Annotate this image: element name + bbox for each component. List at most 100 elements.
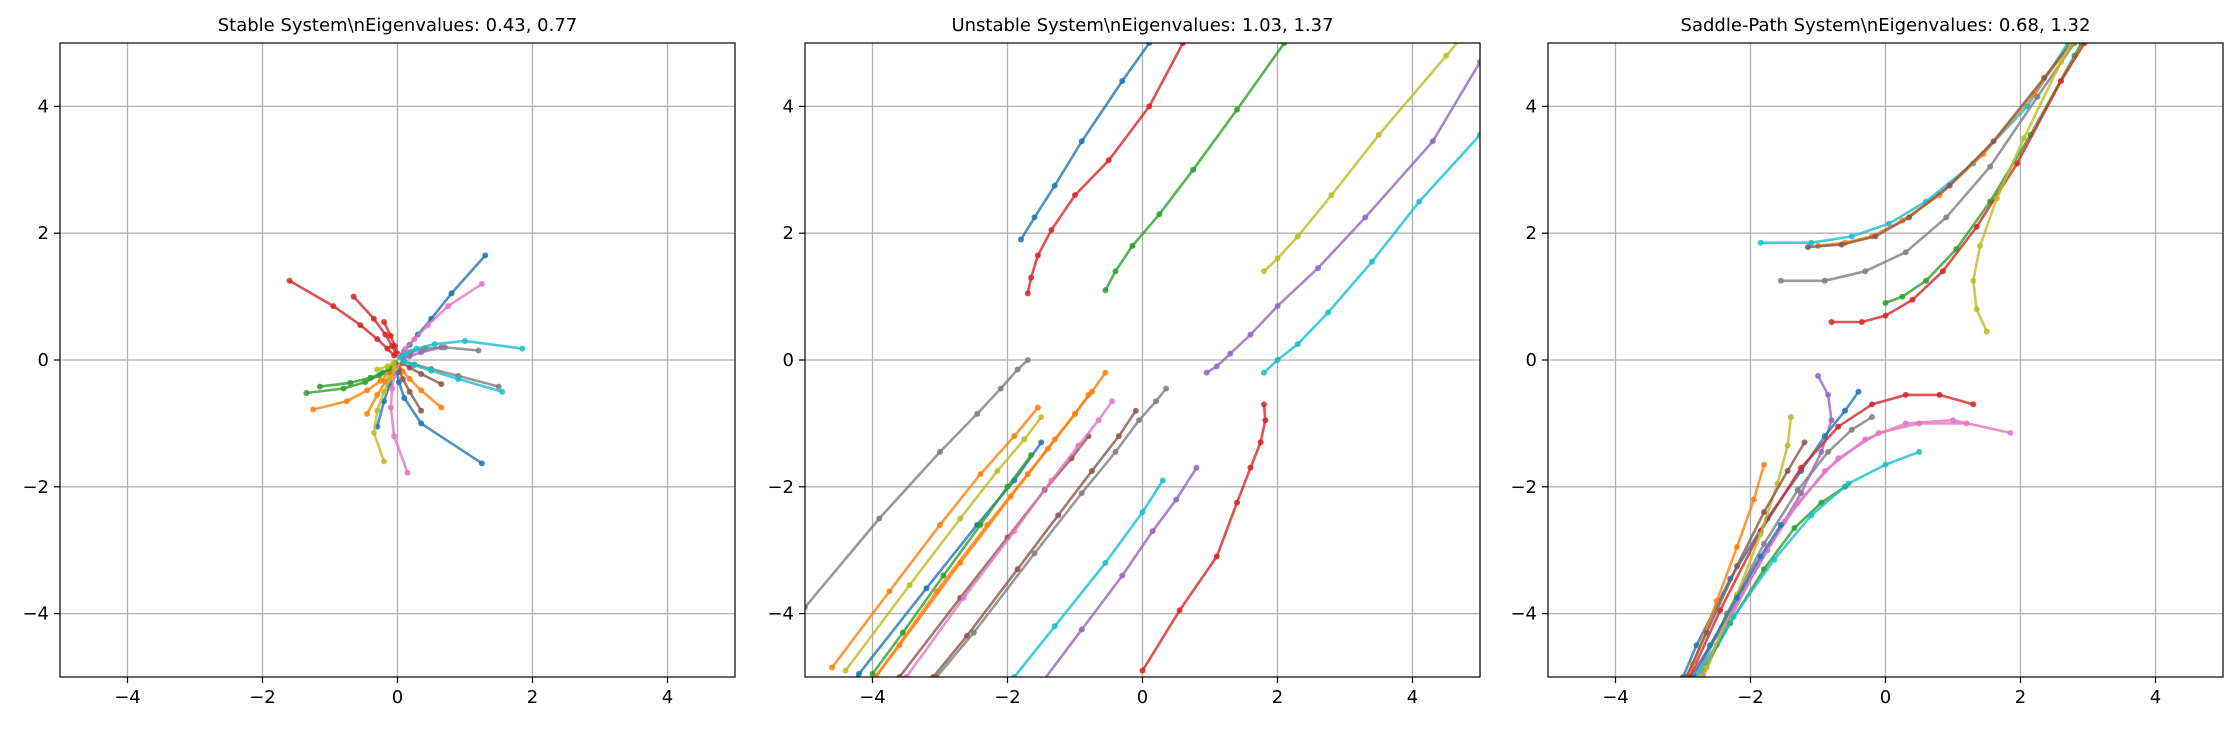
tick-marks — [799, 105, 1414, 683]
trajectory-point — [1713, 597, 1720, 604]
trajectory-point — [376, 372, 383, 379]
trajectory-point — [2007, 429, 2014, 436]
trajectory-line — [871, 454, 1033, 675]
trajectory-line — [1760, 43, 2069, 244]
trajectory-point — [1021, 436, 1028, 443]
trajectory-point — [438, 381, 445, 388]
trajectory-point — [381, 318, 387, 325]
y-tick-label: 0 — [783, 350, 794, 371]
trajectory-point — [856, 670, 862, 677]
trajectory-point — [1055, 512, 1062, 519]
trajectory-point — [1804, 244, 1811, 251]
trajectory-point — [1970, 401, 1977, 408]
trajectory-point — [1993, 195, 2000, 202]
trajectory-point — [957, 515, 964, 522]
trajectory-point — [923, 585, 930, 592]
trajectory-point — [2020, 135, 2027, 142]
trajectory-point — [286, 277, 293, 284]
trajectory-point — [1234, 499, 1240, 506]
trajectory-point — [381, 388, 387, 395]
trajectory-point — [1261, 369, 1267, 376]
trajectory-point — [937, 521, 943, 528]
trajectory-point — [1973, 223, 1980, 230]
trajectory-point — [428, 367, 435, 374]
y-tick-label: 0 — [1526, 350, 1537, 371]
trajectory-point — [1136, 417, 1143, 424]
trajectory-point — [418, 387, 425, 394]
trajectory-point — [1690, 674, 1697, 677]
trajectory-point — [1943, 214, 1950, 221]
trajectory-point — [1825, 448, 1832, 455]
trajectory-point — [384, 363, 391, 370]
trajectory-point — [1825, 391, 1832, 398]
trajectory-point — [1159, 477, 1166, 484]
trajectory-point — [872, 674, 879, 677]
trajectory-point — [1848, 426, 1855, 433]
trajectory-line — [402, 346, 442, 360]
x-tick-label: 2 — [527, 687, 538, 708]
trajectory-point — [1734, 594, 1740, 601]
y-tick-label: 2 — [783, 223, 794, 244]
trajectory-point — [1777, 277, 1784, 284]
y-tick-label: 2 — [1526, 223, 1537, 244]
trajectory-point — [347, 379, 354, 386]
trajectory-point — [977, 471, 984, 478]
trajectory-point — [1105, 157, 1112, 164]
trajectory-point — [402, 345, 409, 352]
trajectory-point — [1757, 239, 1764, 246]
trajectory-point — [1011, 433, 1018, 440]
trajectory-point — [1048, 477, 1055, 484]
trajectory-point — [1906, 214, 1913, 221]
trajectory-point — [1294, 341, 1301, 348]
trajectory-point — [1146, 103, 1153, 110]
trajectory-point — [387, 374, 394, 381]
trajectory-point — [1102, 559, 1109, 566]
chart-title: Saddle-Path System\nEigenvalues: 0.68, 1… — [1681, 15, 2091, 36]
trajectory-point — [1808, 239, 1815, 246]
trajectory-point — [1362, 214, 1369, 221]
trajectory-point — [377, 377, 384, 384]
trajectory-point — [1794, 486, 1801, 493]
trajectory-point — [1247, 331, 1254, 338]
trajectory-point — [1848, 233, 1855, 240]
trajectory-point — [1075, 442, 1082, 449]
trajectory-point — [1821, 277, 1828, 284]
trajectories — [805, 43, 1480, 677]
trajectory-point — [1078, 138, 1085, 145]
trajectory-point — [1855, 388, 1862, 395]
y-tick-label: −4 — [1510, 604, 1537, 625]
y-tick-label: 4 — [783, 96, 794, 117]
trajectory-point — [1842, 407, 1848, 414]
trajectory-point — [997, 385, 1004, 392]
trajectory-point — [1213, 363, 1220, 370]
trajectory-point — [374, 407, 381, 414]
trajectory-point — [406, 376, 413, 383]
trajectory-point — [940, 572, 947, 579]
trajectory-point — [1707, 642, 1713, 649]
x-tick-label: −4 — [114, 687, 141, 708]
trajectory-point — [1416, 198, 1423, 205]
trajectory-point — [1088, 467, 1095, 474]
trajectory-point — [1031, 214, 1038, 221]
x-tick-label: −2 — [1737, 687, 1764, 708]
trajectory-point — [1180, 43, 1186, 46]
trajectory-point — [1112, 268, 1119, 275]
trajectory-point — [1875, 429, 1882, 436]
trajectory-point — [401, 395, 408, 402]
trajectory-point — [2058, 59, 2064, 66]
y-tick-label: −2 — [1510, 477, 1537, 498]
trajectory-point — [1315, 265, 1321, 272]
trajectory-point — [1024, 357, 1031, 363]
trajectory-point — [1119, 78, 1126, 85]
trajectory-point — [1683, 674, 1690, 677]
trajectory-point — [364, 387, 371, 394]
trajectory-point — [1970, 277, 1977, 284]
trajectory-point — [1193, 464, 1200, 471]
trajectory-point — [805, 604, 808, 611]
trajectory-point — [1777, 521, 1784, 528]
trajectory-line — [844, 416, 1043, 672]
trajectory-point — [1109, 398, 1116, 405]
trajectory-point — [1102, 287, 1109, 294]
trajectory-point — [1274, 255, 1281, 262]
